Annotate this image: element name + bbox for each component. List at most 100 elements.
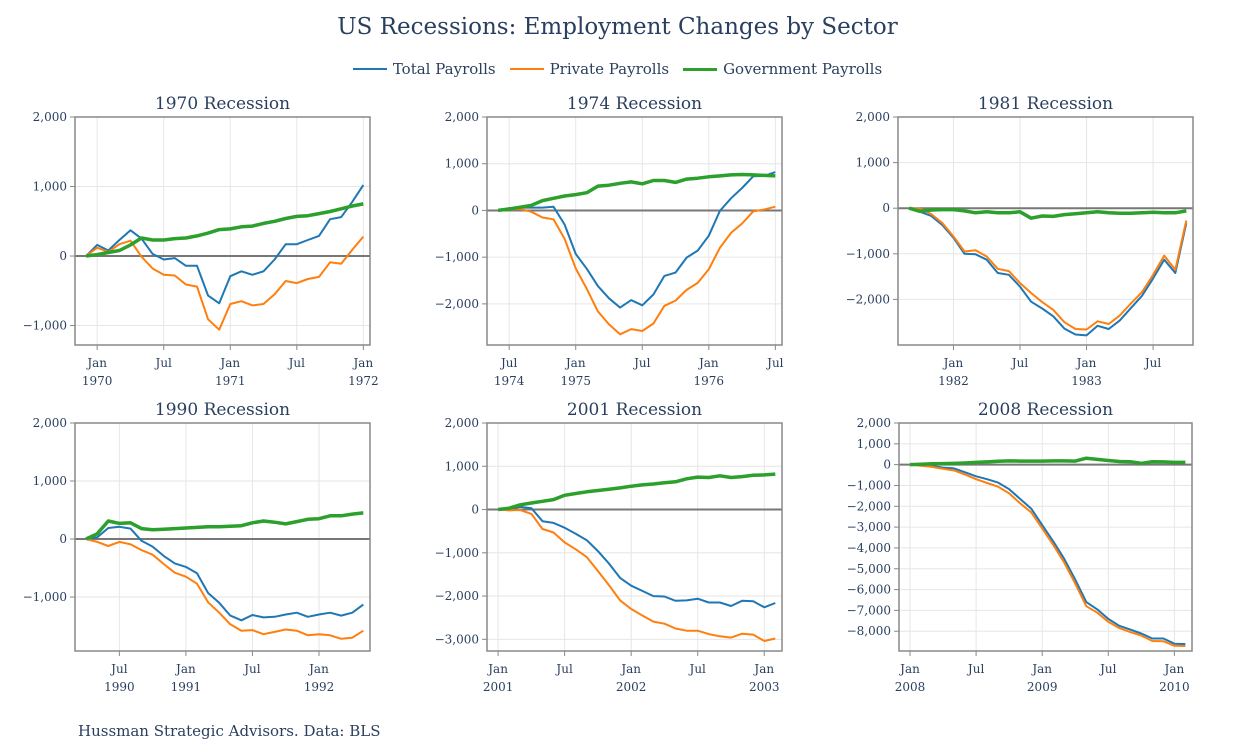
legend-item-total[interactable]: Total Payrolls — [352, 60, 496, 78]
x-tick-label: Jul — [1098, 662, 1117, 676]
series-line-private — [498, 205, 776, 336]
x-tick-label: Jul — [688, 662, 707, 676]
y-tick-label: −1,000 — [847, 478, 891, 492]
subplot-1990: 1990 Recession −1,000 0 1,000 2,000 Jul 1990 Ja… — [23, 400, 371, 694]
series-line-private — [909, 463, 1186, 647]
x-tick-label: 1990 — [104, 680, 135, 694]
x-tick-label: 1974 — [494, 374, 525, 388]
y-tick-label: −3,000 — [435, 632, 479, 646]
y-tick-label: 2,000 — [856, 110, 890, 124]
subplot-title: 1990 Recession — [155, 400, 290, 420]
x-tick-label: Jul — [966, 662, 985, 676]
x-tick-label: Jan — [697, 356, 719, 370]
legend-swatch-private — [509, 68, 544, 70]
y-tick-label: 0 — [59, 532, 67, 546]
x-tick-label: Jul — [554, 662, 573, 676]
plot-frame — [74, 422, 371, 652]
y-tick-label: −2,000 — [847, 499, 891, 513]
plot-frame — [898, 422, 1193, 652]
x-tick-label: Jul — [1010, 356, 1029, 370]
y-tick-label: −6,000 — [847, 583, 891, 597]
x-tick-label: 2002 — [616, 680, 647, 694]
plot-frame — [74, 116, 371, 346]
x-tick-label: Jul — [109, 662, 128, 676]
series-line-government — [85, 511, 364, 541]
series-line-total — [498, 505, 776, 609]
x-tick-label: Jul — [287, 356, 306, 370]
y-tick-label: 2,000 — [33, 110, 67, 124]
x-tick-label: Jan — [1075, 356, 1097, 370]
subplot-1974: 1974 Recession −2,000 −1,000 0 1,000 2,000 Jul… — [435, 94, 784, 388]
y-tick-label: 2,000 — [445, 416, 479, 430]
legend-swatch-total — [352, 68, 387, 70]
legend-item-government[interactable]: Government Payrolls — [683, 60, 882, 78]
x-tick-label: Jan — [619, 662, 641, 676]
x-tick-label: 2010 — [1159, 680, 1190, 694]
y-tick-label: −3,000 — [847, 520, 891, 534]
x-tick-label: Jul — [765, 356, 784, 370]
legend-item-private[interactable]: Private Payrolls — [509, 60, 670, 78]
series-line-total — [497, 171, 776, 309]
y-tick-label: −1,000 — [23, 590, 67, 604]
subplot-1981: 1981 Recession −2,000 −1,000 0 1,000 2,000 Jan… — [846, 94, 1194, 388]
series-line-private — [85, 235, 365, 331]
y-tick-label: 0 — [59, 249, 67, 263]
legend: Total Payrolls Private Payrolls Governme… — [0, 60, 1235, 78]
x-tick-label: Jan — [752, 662, 774, 676]
y-tick-label: −7,000 — [847, 603, 891, 617]
series-line-total — [85, 525, 364, 622]
subplot-2008: 2008 Recession −8,000 −7,000 −6,000 −5,000 −4… — [847, 400, 1193, 694]
x-tick-label: 1970 — [82, 374, 113, 388]
y-tick-label: 2,000 — [445, 110, 479, 124]
x-tick-label: Jan — [307, 662, 329, 676]
y-tick-label: −4,000 — [847, 541, 891, 555]
y-tick-label: −1,000 — [435, 546, 479, 560]
series-line-total — [909, 463, 1186, 646]
series-line-private — [85, 538, 364, 640]
legend-label-private: Private Payrolls — [549, 60, 670, 78]
series-line-government — [908, 206, 1187, 220]
x-tick-label: 1976 — [694, 374, 725, 388]
x-tick-label: 1975 — [560, 374, 591, 388]
y-tick-label: 2,000 — [857, 416, 891, 430]
legend-label-government: Government Payrolls — [723, 60, 883, 78]
y-tick-label: 0 — [471, 503, 479, 517]
chart-title: US Recessions: Employment Changes by Sec… — [337, 14, 898, 40]
y-tick-label: 1,000 — [857, 437, 891, 451]
y-tick-label: −2,000 — [435, 297, 479, 311]
y-tick-label: 1,000 — [33, 180, 67, 194]
series-line-government — [497, 472, 776, 512]
x-tick-label: Jul — [154, 356, 173, 370]
x-tick-label: 1971 — [215, 374, 246, 388]
y-tick-label: 1,000 — [445, 157, 479, 171]
y-tick-label: −1,000 — [23, 319, 67, 333]
y-tick-label: −8,000 — [847, 624, 891, 638]
x-tick-label: Jan — [942, 356, 964, 370]
x-tick-label: Jan — [564, 356, 586, 370]
x-tick-label: 1982 — [938, 374, 969, 388]
y-tick-label: 1,000 — [856, 156, 890, 170]
x-tick-label: Jul — [632, 356, 651, 370]
x-tick-label: Jul — [1143, 356, 1162, 370]
series-line-government — [85, 202, 364, 258]
x-tick-label: Jan — [486, 662, 508, 676]
y-tick-label: −1,000 — [846, 247, 890, 261]
y-tick-label: 1,000 — [445, 459, 479, 473]
x-tick-label: Jul — [242, 662, 261, 676]
legend-label-total: Total Payrolls — [392, 60, 496, 78]
y-tick-label: 0 — [883, 458, 891, 472]
series-line-private — [909, 207, 1188, 331]
x-tick-label: 1992 — [304, 680, 335, 694]
series-line-government — [909, 456, 1186, 467]
y-tick-label: −5,000 — [847, 562, 891, 576]
subplot-title: 1974 Recession — [567, 94, 702, 114]
y-tick-label: −1,000 — [435, 250, 479, 264]
series-line-government — [497, 172, 776, 213]
source-note: Hussman Strategic Advisors. Data: BLS — [78, 722, 381, 740]
x-tick-label: Jan — [898, 662, 920, 676]
plot-frame — [897, 116, 1194, 346]
subplot-title: 1970 Recession — [155, 94, 290, 114]
x-tick-label: 2001 — [483, 680, 514, 694]
y-tick-label: 0 — [882, 201, 890, 215]
x-tick-label: Jan — [1163, 662, 1185, 676]
